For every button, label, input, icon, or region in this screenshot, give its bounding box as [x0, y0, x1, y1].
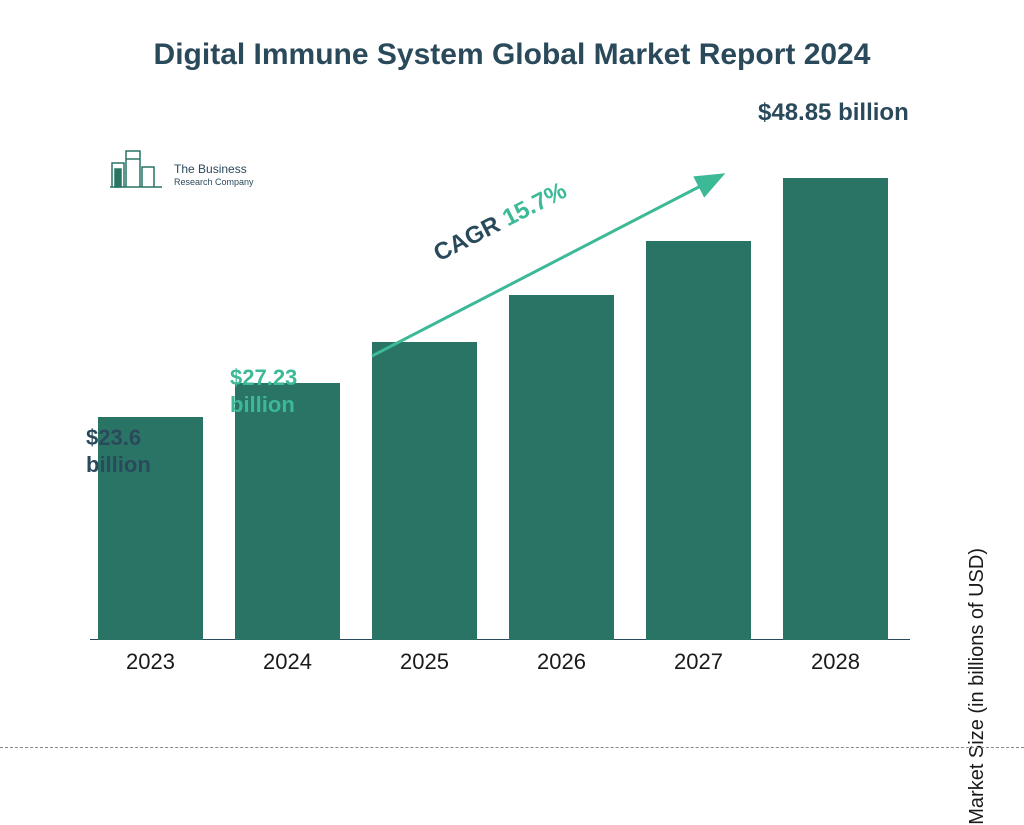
bar-2026: [509, 295, 614, 640]
bottom-dashed-divider: [0, 747, 1024, 748]
value-label-1: $27.23billion: [230, 365, 297, 418]
x-label-2023: 2023: [98, 649, 203, 675]
bar-2024: [235, 383, 340, 640]
value-label-2: $48.85 billion: [758, 99, 909, 128]
x-label-2024: 2024: [235, 649, 340, 675]
x-label-2025: 2025: [372, 649, 477, 675]
chart-title: Digital Immune System Global Market Repo…: [0, 38, 1024, 72]
bar-2028: [783, 178, 888, 640]
bar-2025: [372, 342, 477, 640]
value-label-0: $23.6billion: [86, 425, 151, 478]
chart-area: 2023 2024 2025 2026 2027 2028: [90, 120, 910, 680]
x-label-2027: 2027: [646, 649, 751, 675]
y-axis-label: Market Size (in billions of USD): [966, 548, 989, 825]
bar-2027: [646, 241, 751, 640]
x-label-2026: 2026: [509, 649, 614, 675]
x-label-2028: 2028: [783, 649, 888, 675]
